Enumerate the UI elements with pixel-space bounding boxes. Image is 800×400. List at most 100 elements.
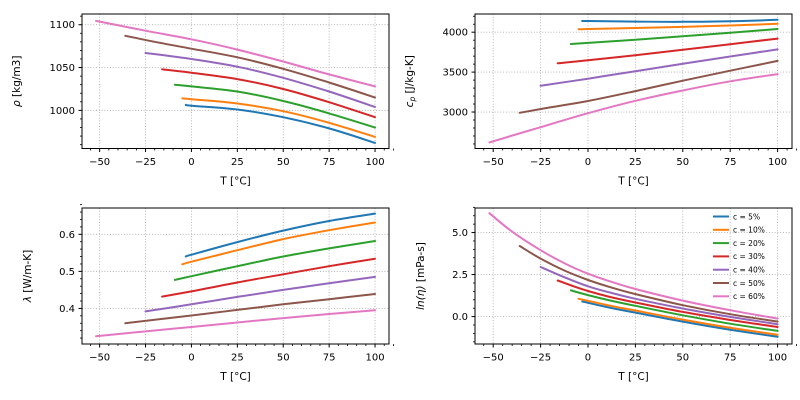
curve-60pct [488, 212, 779, 320]
axes-frame [474, 13, 793, 149]
curve-50pct [518, 59, 779, 114]
x-tick-label: 100 [768, 353, 787, 364]
x-tick-label: 25 [629, 353, 642, 364]
x-axis-label: T [°C] [617, 371, 649, 383]
x-tick-label: 50 [277, 353, 290, 364]
curve-40pct [144, 52, 376, 108]
y-tick-label: 1050 [50, 63, 75, 74]
curve-20pct [173, 240, 376, 281]
y-tick-label: 1100 [50, 20, 75, 31]
curve-10pct [577, 22, 779, 31]
curve-5pct [184, 103, 376, 144]
y-tick-label: 4000 [443, 28, 468, 39]
curve-60pct [95, 309, 376, 338]
x-tick-label: 0 [585, 157, 591, 168]
x-tick-label: −25 [530, 157, 551, 168]
ticks [471, 15, 797, 152]
legend-label: c = 50% [733, 279, 765, 288]
x-tick-label: 25 [231, 353, 244, 364]
y-tick-label: 0.0 [452, 312, 468, 323]
x-tick-label: 75 [323, 157, 336, 168]
x-tick-label: 75 [724, 157, 737, 168]
subplot-density: −50 −25 0 25 50 75 100 1000 1050 1100 T [°C] ρ [kg/… [11, 13, 394, 188]
x-tick-label: 50 [676, 353, 689, 364]
ticks [471, 206, 797, 348]
x-tick-label: 50 [277, 157, 290, 168]
grid [475, 14, 792, 149]
curve-5pct [581, 300, 779, 338]
legend-label: c = 5% [733, 212, 760, 221]
curve-5pct [184, 212, 376, 258]
x-tick-label: 100 [365, 353, 384, 364]
curve-20pct [569, 289, 779, 332]
curve-30pct [161, 68, 376, 119]
x-tick-label: −25 [135, 157, 156, 168]
legend-label: c = 60% [733, 292, 765, 301]
y-tick-label: 0.4 [59, 304, 75, 315]
curve-50pct [124, 293, 376, 325]
x-tick-label: 25 [231, 157, 244, 168]
x-tick-label: −25 [530, 353, 551, 364]
legend-label: c = 20% [733, 239, 765, 248]
curve-50pct [518, 245, 779, 323]
y-tick-label: 0.5 [59, 267, 75, 278]
legend-label: c = 30% [733, 252, 765, 261]
curve-40pct [539, 266, 779, 326]
y-axis-label: ln(η) [mPa-s] [415, 242, 427, 310]
y-tick-label: 2.5 [452, 270, 468, 281]
subplot-thermal-conductivity: −50 −25 0 25 50 75 100 0.4 0.5 0.6 T [°C] λ [W/m-K] [22, 204, 394, 383]
legend-label: c = 40% [733, 266, 765, 275]
ticks [78, 204, 394, 348]
curve-20pct [569, 28, 779, 45]
subplot-log-viscosity: −50 −25 0 25 50 75 100 0.0 2.5 5.0 T [°C] ln(η) [mP… [415, 206, 797, 383]
x-tick-label: −25 [135, 353, 156, 364]
x-tick-label: 75 [724, 353, 737, 364]
x-tick-label: 100 [768, 157, 787, 168]
x-tick-label: 25 [629, 157, 642, 168]
curve-40pct [144, 275, 376, 313]
curve-60pct [488, 73, 779, 144]
x-axis-label: T [°C] [617, 176, 649, 188]
curve-10pct [181, 221, 376, 266]
curve-30pct [161, 257, 376, 298]
curve-60pct [95, 19, 376, 88]
subplot-heat-capacity: −50 −25 0 25 50 75 100 3000 3500 4000 T [°C] cp [J/… [404, 13, 797, 188]
curve-50pct [124, 34, 376, 99]
legend-label: c = 10% [733, 226, 765, 235]
y-tick-label: 1000 [50, 106, 75, 117]
x-tick-label: 0 [585, 353, 591, 364]
curves [488, 212, 779, 338]
x-tick-label: 75 [323, 353, 336, 364]
grid [82, 14, 389, 149]
x-tick-label: −50 [483, 157, 504, 168]
curve-10pct [181, 97, 376, 138]
grid [475, 208, 792, 344]
x-tick-label: −50 [483, 353, 504, 364]
y-axis-label: ρ [kg/m3] [11, 56, 23, 107]
curve-30pct [556, 279, 779, 328]
x-tick-label: 0 [188, 353, 194, 364]
x-tick-label: 0 [188, 157, 194, 168]
ticks [78, 15, 394, 152]
x-axis-label: T [°C] [219, 371, 251, 383]
axes-frame [474, 207, 793, 345]
curve-20pct [173, 83, 376, 129]
y-tick-label: 0.6 [59, 230, 75, 241]
curves [95, 19, 376, 144]
curve-5pct [581, 18, 779, 23]
curves [95, 212, 376, 338]
x-tick-label: −50 [89, 353, 110, 364]
curve-10pct [577, 297, 779, 336]
y-axis-label: cp [J/kg-K] [404, 55, 417, 107]
x-tick-label: 50 [676, 157, 689, 168]
y-axis-label: λ [W/m-K] [22, 250, 34, 304]
legend: c = 5% c = 10% c = 20% c = 30% c = 40% c = 50… [713, 212, 765, 301]
curves [488, 18, 779, 144]
x-tick-label: 100 [365, 157, 384, 168]
x-tick-label: −50 [89, 157, 110, 168]
axes-frame [81, 13, 390, 149]
y-tick-label: 5.0 [452, 228, 468, 239]
axes-frame [81, 207, 390, 345]
